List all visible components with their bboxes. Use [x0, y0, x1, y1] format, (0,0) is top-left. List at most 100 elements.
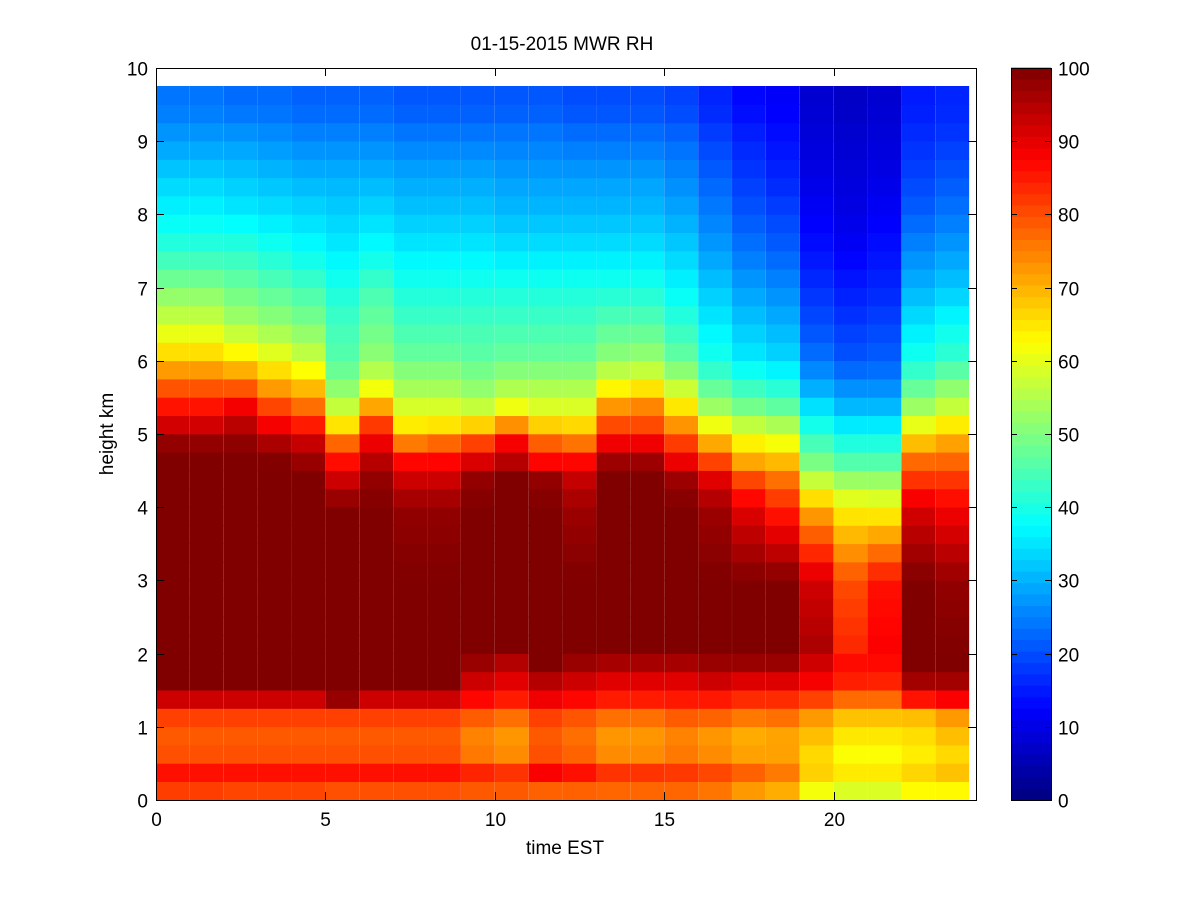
- heatmap-cell: [528, 342, 563, 362]
- colorbar-band: [1011, 113, 1051, 126]
- heatmap-cell: [799, 214, 834, 233]
- heatmap-cell: [393, 726, 427, 746]
- heatmap-cell: [935, 140, 970, 160]
- heatmap-cell: [257, 122, 292, 142]
- heatmap-cell: [291, 86, 326, 105]
- heatmap-cell: [698, 378, 732, 398]
- heatmap-cell: [156, 561, 190, 581]
- heatmap-cell: [562, 744, 597, 764]
- colorbar-tick-label: 100: [1058, 60, 1090, 81]
- heatmap-cell: [630, 104, 665, 124]
- heatmap-cell: [935, 653, 970, 673]
- heatmap-cell: [257, 360, 292, 380]
- heatmap-cell: [901, 397, 936, 416]
- colorbar-band: [1011, 662, 1051, 675]
- heatmap-cell: [799, 397, 834, 416]
- heatmap-cell: [427, 104, 461, 124]
- heatmap-cell: [799, 561, 834, 581]
- heatmap-cell: [257, 781, 292, 801]
- heatmap-cell: [257, 470, 292, 490]
- heatmap-cell: [494, 415, 529, 435]
- heatmap-cell: [833, 195, 868, 215]
- heatmap-cell: [833, 86, 868, 105]
- heatmap-cell: [562, 214, 597, 233]
- heatmap-cell: [833, 360, 868, 380]
- heatmap-cell: [427, 177, 461, 197]
- heatmap-cell: [833, 177, 868, 197]
- heatmap-cell: [596, 378, 631, 398]
- heatmap-cell: [257, 744, 292, 764]
- heatmap-cell: [732, 140, 766, 160]
- heatmap-cell: [765, 488, 800, 508]
- heatmap-cell: [494, 470, 529, 490]
- heatmap-cell: [528, 653, 563, 673]
- heatmap-cell: [935, 598, 970, 618]
- heatmap-cell: [189, 269, 224, 288]
- heatmap-cell: [799, 104, 834, 124]
- heatmap-cell: [867, 415, 902, 435]
- heatmap-cell: [257, 397, 292, 416]
- heatmap-cell: [359, 269, 394, 288]
- heatmap-cell: [257, 506, 292, 526]
- heatmap-cell: [901, 525, 936, 545]
- heatmap-cell: [596, 250, 631, 270]
- heatmap-cell: [528, 488, 563, 508]
- heatmap-cell: [494, 232, 529, 252]
- heatmap-cell: [291, 342, 326, 362]
- heatmap-cell: [630, 250, 665, 270]
- heatmap-cell: [494, 342, 529, 362]
- heatmap-cell: [698, 580, 732, 599]
- heatmap-cell: [257, 415, 292, 435]
- colorbar-band: [1011, 410, 1051, 423]
- heatmap-cell: [528, 195, 563, 215]
- heatmap-cell: [664, 452, 699, 471]
- heatmap-cell: [596, 616, 631, 636]
- heatmap-cell: [630, 397, 665, 416]
- heatmap-cell: [359, 488, 394, 508]
- heatmap-cell: [799, 433, 834, 453]
- heatmap-cell: [698, 561, 732, 581]
- colorbar-band: [1011, 536, 1051, 549]
- heatmap-cell: [596, 452, 631, 471]
- heatmap-cell: [223, 598, 258, 618]
- heatmap-cell: [935, 195, 970, 215]
- heatmap-cell: [257, 104, 292, 124]
- heatmap-cell: [867, 269, 902, 288]
- heatmap-cell: [257, 177, 292, 197]
- heatmap-cell: [291, 177, 326, 197]
- heatmap-cell: [291, 488, 326, 508]
- heatmap-cell: [257, 543, 292, 563]
- heatmap-cell: [867, 763, 902, 782]
- heatmap-cell: [765, 159, 800, 179]
- heatmap-cell: [189, 763, 224, 782]
- colorbar-tick-label: 0: [1058, 792, 1069, 813]
- heatmap-cell: [223, 323, 258, 343]
- heatmap-cell: [460, 342, 495, 362]
- heatmap-cell: [460, 250, 495, 270]
- heatmap-cell: [732, 305, 766, 325]
- heatmap-cell: [393, 433, 427, 453]
- y-tick-label: 3: [137, 572, 148, 593]
- heatmap-cell: [460, 287, 495, 307]
- heatmap-cell: [596, 726, 631, 746]
- heatmap-cell: [833, 635, 868, 654]
- heatmap-cell: [732, 195, 766, 215]
- heatmap-cell: [935, 561, 970, 581]
- heatmap-cell: [698, 598, 732, 618]
- heatmap-cell: [223, 470, 258, 490]
- heatmap-cell: [562, 287, 597, 307]
- heatmap-cell: [732, 342, 766, 362]
- heatmap-cell: [325, 287, 360, 307]
- heatmap-cell: [799, 140, 834, 160]
- colorbar-band: [1011, 696, 1051, 709]
- heatmap-cell: [901, 122, 936, 142]
- heatmap-cell: [698, 689, 732, 709]
- heatmap-cell: [393, 488, 427, 508]
- heatmap-cell: [189, 506, 224, 526]
- heatmap-cell: [291, 287, 326, 307]
- heatmap-cell: [799, 323, 834, 343]
- heatmap-cell: [528, 708, 563, 728]
- heatmap-cell: [596, 580, 631, 599]
- heatmap-cell: [901, 689, 936, 709]
- heatmap-cell: [460, 415, 495, 435]
